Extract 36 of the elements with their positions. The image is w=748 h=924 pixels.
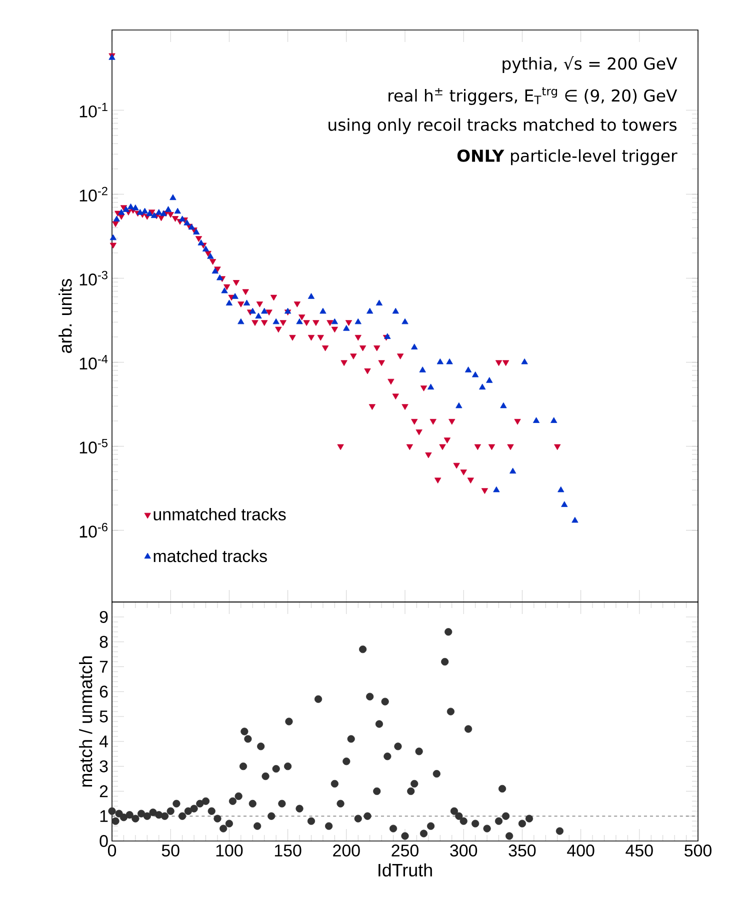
y-tick-label: 1 [100, 810, 108, 822]
y-tick-label: 9 [100, 610, 108, 623]
annotation: using only recoil tracks matched to towers [328, 118, 677, 134]
y-axis-title: arb. units [58, 278, 72, 353]
annotation: ONLY particle-level trigger [457, 149, 678, 166]
y-tick-label: 3 [100, 760, 108, 772]
x-tick-label: 500 [684, 844, 712, 857]
annotation: pythia, √s = 200 GeV [502, 56, 678, 73]
y-tick-label: 10$^{-4}$ [80, 354, 108, 370]
legend-label: unmatched tracks [154, 508, 286, 520]
x-tick-label: 250 [392, 844, 418, 857]
y-tick-label: 10$^{-6}$ [80, 522, 108, 538]
annotation: real h$^{±}$ triggers, E$_{T}$$^{trg}$ ∈ (9, 20) GeV [388, 87, 678, 105]
y-tick-label: 10$^{-5}$ [80, 438, 108, 454]
y-tick-label: 6 [100, 686, 108, 698]
y-tick-label: 7 [100, 660, 108, 673]
y-tick-label: 8 [100, 636, 108, 648]
legend-label: matched tracks [154, 550, 267, 562]
y-tick-label: 10$^{-3}$ [80, 270, 108, 286]
y-tick-label: 0 [100, 835, 108, 847]
x-tick-label: 0 [108, 844, 116, 857]
y-tick-label: 5 [100, 710, 108, 722]
x-tick-label: 400 [567, 844, 594, 857]
x-tick-label: 200 [333, 844, 360, 857]
y-tick-label: 4 [99, 736, 108, 748]
y-tick-label: 2 [100, 785, 108, 798]
x-tick-label: 50 [162, 844, 180, 857]
y-axis-title: match / unmatch [79, 656, 92, 787]
x-tick-label: 100 [216, 844, 243, 857]
x-axis-title: IdTruth [378, 863, 432, 877]
x-tick-label: 350 [508, 844, 536, 857]
x-tick-label: 300 [450, 844, 478, 857]
x-tick-label: 150 [274, 844, 302, 857]
y-tick-label: 10$^{-1}$ [80, 102, 108, 118]
x-tick-label: 450 [626, 844, 653, 857]
y-tick-label: 10$^{-2}$ [80, 186, 108, 202]
